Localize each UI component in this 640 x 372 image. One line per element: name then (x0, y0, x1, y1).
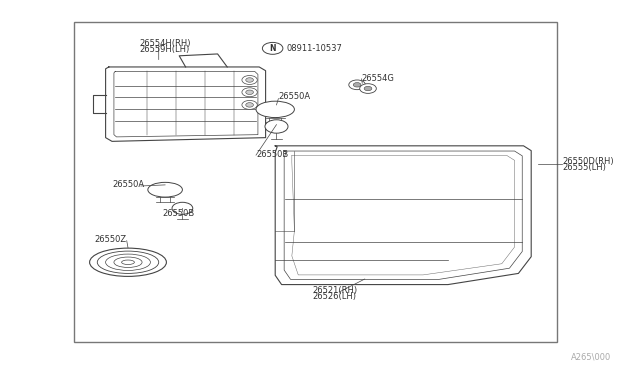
Text: 26550A: 26550A (278, 92, 310, 101)
Circle shape (353, 83, 361, 87)
Text: 26554H(RH): 26554H(RH) (140, 39, 191, 48)
Circle shape (246, 103, 253, 107)
Circle shape (172, 202, 193, 214)
Text: 26554G: 26554G (362, 74, 394, 83)
Text: 08911-10537: 08911-10537 (287, 44, 342, 53)
Ellipse shape (256, 101, 294, 118)
Ellipse shape (148, 182, 182, 197)
Text: 26550Z: 26550Z (95, 235, 127, 244)
Bar (74, 22, 557, 342)
Circle shape (364, 86, 372, 91)
Text: A265\000: A265\000 (571, 353, 611, 362)
Text: 26555(LH): 26555(LH) (562, 163, 606, 172)
Circle shape (360, 84, 376, 93)
Circle shape (246, 90, 253, 94)
Text: 26526(LH): 26526(LH) (312, 292, 356, 301)
Text: 26559H(LH): 26559H(LH) (140, 45, 190, 54)
Text: N: N (269, 44, 276, 53)
Circle shape (242, 88, 257, 97)
Circle shape (349, 80, 365, 90)
Circle shape (262, 42, 283, 54)
Text: 26550D(RH): 26550D(RH) (562, 157, 614, 166)
Text: 26550B: 26550B (162, 209, 194, 218)
Circle shape (242, 76, 257, 84)
Text: 26521(RH): 26521(RH) (312, 286, 358, 295)
Circle shape (246, 78, 253, 82)
Circle shape (265, 120, 288, 133)
Text: 26550A: 26550A (112, 180, 144, 189)
Text: 26550B: 26550B (256, 150, 288, 159)
Circle shape (242, 100, 257, 109)
